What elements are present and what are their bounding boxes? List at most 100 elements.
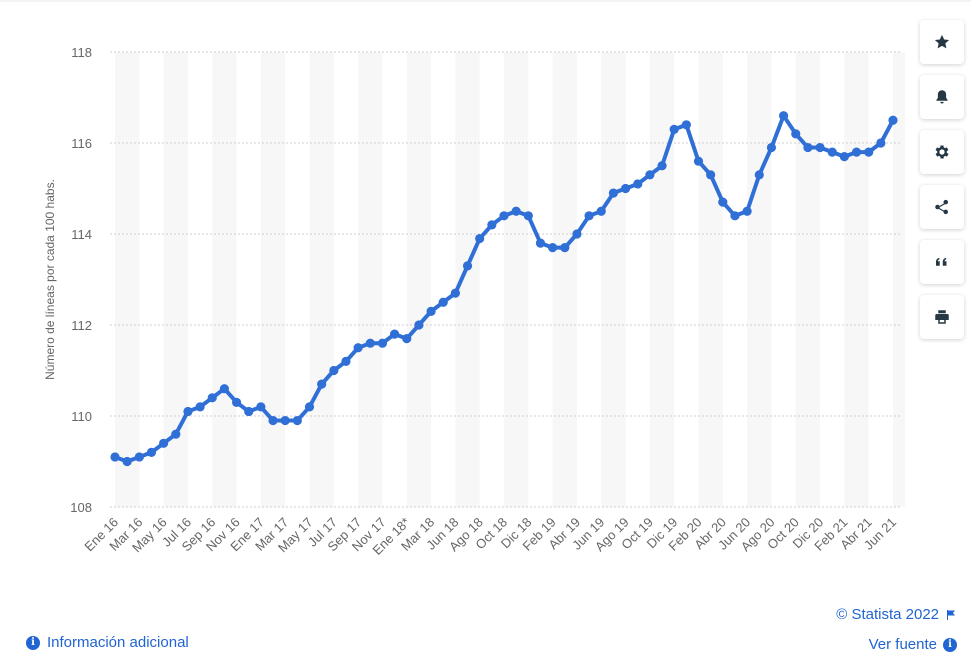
background-band (309, 52, 334, 507)
data-point (803, 142, 813, 153)
cite-button[interactable] (920, 240, 964, 284)
background-band (212, 52, 237, 507)
data-point (620, 183, 631, 194)
data-point (864, 147, 874, 157)
data-point (778, 111, 789, 121)
share-icon (935, 199, 948, 215)
data-point (414, 320, 424, 330)
background-band (406, 52, 432, 507)
data-point (195, 402, 205, 412)
data-point (292, 415, 302, 426)
y-tick-label: 112 (71, 318, 92, 333)
data-point (134, 452, 144, 462)
data-point (219, 384, 230, 394)
info-icon: i (26, 635, 40, 650)
gear-icon (935, 145, 949, 159)
background-band (552, 52, 577, 507)
data-point (256, 402, 266, 412)
data-point (511, 206, 521, 216)
top-divider (0, 0, 971, 2)
data-point (730, 211, 740, 221)
data-point (462, 261, 473, 271)
background-band (893, 52, 905, 507)
data-point (851, 147, 862, 157)
data-point (159, 438, 169, 448)
data-point (633, 179, 643, 189)
data-point (706, 170, 716, 180)
data-point (280, 415, 290, 426)
data-point (791, 129, 801, 139)
data-point (402, 334, 412, 344)
data-point (815, 142, 825, 153)
y-tick-label: 116 (71, 136, 92, 151)
flag-icon (945, 609, 957, 621)
background-band (358, 52, 383, 507)
background-band (649, 52, 675, 507)
data-point (317, 379, 327, 389)
data-point (183, 406, 193, 417)
data-point (523, 211, 533, 221)
copyright-link[interactable]: © Statista 2022 (836, 606, 957, 623)
data-point (426, 306, 436, 316)
data-point (876, 138, 886, 148)
data-point (560, 243, 570, 253)
y-axis-label: Número de líneas por cada 100 habs. (43, 179, 57, 380)
data-point (669, 124, 679, 134)
data-point (329, 365, 339, 376)
y-tick-label: 110 (71, 409, 92, 424)
background-band (115, 52, 140, 507)
view-source-link[interactable]: Ver fuente i (869, 636, 957, 653)
notification-button[interactable] (920, 75, 964, 119)
bell-icon (936, 90, 948, 104)
data-point (584, 211, 594, 221)
y-tick-label: 108 (70, 500, 92, 515)
data-point (681, 120, 691, 130)
additional-info-label: Información adicional (47, 634, 189, 651)
data-point (268, 415, 278, 426)
data-point (596, 206, 606, 216)
data-point (742, 206, 752, 216)
data-point (438, 297, 448, 307)
data-point (341, 356, 351, 366)
data-point (389, 329, 400, 339)
quote-icon (936, 257, 947, 266)
view-source-label: Ver fuente (868, 636, 937, 653)
background-band (504, 52, 529, 507)
background-band (601, 52, 626, 507)
print-icon (935, 310, 949, 324)
data-point (535, 238, 546, 248)
data-point (548, 243, 558, 253)
data-point (499, 211, 509, 221)
data-point (754, 170, 764, 180)
info-icon: i (943, 637, 957, 652)
data-point (377, 338, 388, 348)
line-chart: 108 110 112 114 116 118 Número de líneas por c… (43, 45, 905, 558)
star-icon (934, 34, 950, 49)
data-point (304, 402, 315, 412)
favorite-button[interactable] (920, 20, 964, 64)
data-point (608, 188, 619, 198)
background-band (260, 52, 286, 507)
data-point (572, 229, 582, 239)
data-point (487, 220, 497, 230)
data-point (110, 452, 120, 462)
data-point (450, 288, 460, 298)
background-band (844, 52, 869, 507)
print-button[interactable] (920, 295, 964, 339)
share-button[interactable] (920, 185, 964, 229)
data-point (122, 456, 132, 467)
settings-button[interactable] (920, 130, 964, 174)
background-band (747, 52, 772, 507)
data-point (475, 233, 485, 244)
background-band (698, 52, 723, 507)
data-point (353, 343, 363, 353)
data-point (827, 147, 837, 157)
copyright-text: © Statista 2022 (836, 606, 939, 623)
data-point (207, 393, 217, 403)
data-point (766, 142, 777, 153)
y-tick-label: 118 (71, 45, 92, 60)
additional-info-link[interactable]: i Información adicional (26, 634, 189, 651)
data-point (645, 170, 655, 180)
background-band (455, 52, 480, 507)
